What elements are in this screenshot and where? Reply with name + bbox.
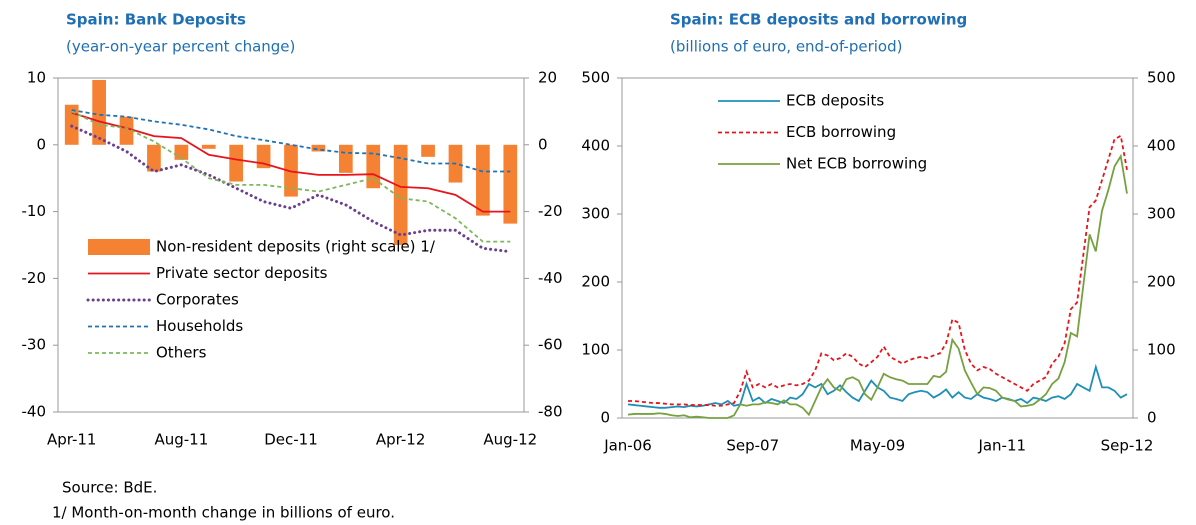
x-tick-label: May-09 (850, 437, 905, 455)
bar (201, 144, 216, 149)
legend-label: Others (156, 344, 207, 362)
legend-label: ECB borrowing (786, 123, 896, 141)
legend-swatch (88, 239, 150, 255)
y2-tick-label: -40 (538, 269, 563, 287)
line (71, 110, 511, 243)
x-tick-label: Jan-11 (977, 437, 1026, 455)
source-note: Source: BdE. (62, 479, 157, 497)
x-tick-label: Apr-12 (376, 431, 426, 449)
y-tick-label: -40 (22, 403, 47, 421)
bar (311, 144, 326, 152)
y-tick-label: 500 (581, 69, 610, 87)
legend-label: Private sector deposits (156, 264, 328, 282)
y-tick-label: 400 (581, 137, 610, 155)
x-tick-label: Apr-11 (47, 431, 97, 449)
chart-title: Spain: Bank Deposits (66, 11, 246, 29)
y-tick-label: 0 (600, 409, 610, 427)
y-tick-label: 300 (581, 205, 610, 223)
legend-label: Net ECB borrowing (786, 155, 927, 173)
y2-tick-label: -80 (538, 403, 563, 421)
y-tick-label: -30 (22, 336, 47, 354)
bar (366, 144, 381, 189)
y-tick-label: 10 (27, 69, 46, 87)
plot-frame (621, 77, 1134, 419)
plot-frame (57, 77, 525, 413)
y-tick-label: 200 (581, 273, 610, 291)
y-tick-label: -20 (22, 269, 47, 287)
y2-tick-label: 100 (1147, 341, 1176, 359)
y2-tick-label: 0 (1147, 409, 1157, 427)
bar (92, 80, 106, 145)
y2-tick-label: -20 (538, 202, 563, 220)
line (71, 109, 511, 173)
chart-subtitle: (billions of euro, end-of-period) (670, 38, 902, 56)
x-tick-label: Aug-12 (483, 431, 537, 449)
y2-tick-label: 400 (1147, 137, 1176, 155)
y2-tick-label: 200 (1147, 273, 1176, 291)
line (71, 111, 511, 213)
x-tick-label: Jan-06 (603, 437, 652, 455)
line (70, 124, 512, 254)
chart-subtitle: (year-on-year percent change) (66, 38, 295, 56)
y2-tick-label: 300 (1147, 205, 1176, 223)
legend-label: Corporates (156, 291, 239, 309)
bar (147, 144, 161, 172)
bar (174, 144, 189, 160)
legend-label: Households (156, 317, 243, 335)
legend-label: Non-resident deposits (right scale) 1/ (156, 238, 436, 256)
bar (338, 144, 353, 173)
x-tick-label: Aug-11 (154, 431, 208, 449)
footnote: 1/ Month-on-month change in billions of … (52, 504, 395, 522)
bar (503, 144, 518, 224)
line (628, 134, 1128, 407)
y2-tick-label: 20 (538, 69, 557, 87)
x-tick-label: Sep-12 (1101, 437, 1154, 455)
chart-title: Spain: ECB deposits and borrowing (670, 11, 967, 29)
bar (119, 116, 134, 145)
y2-tick-label: 500 (1147, 69, 1176, 87)
y-tick-label: 100 (581, 341, 610, 359)
bar (393, 144, 408, 245)
bar (421, 144, 435, 157)
y2-tick-label: 0 (538, 135, 548, 153)
bar (229, 144, 244, 182)
y2-tick-label: -60 (538, 336, 563, 354)
y-tick-label: 0 (36, 135, 46, 153)
x-tick-label: Sep-07 (726, 437, 779, 455)
legend-label: ECB deposits (786, 92, 884, 110)
x-tick-label: Dec-11 (264, 431, 318, 449)
bar (476, 144, 490, 216)
y-tick-label: -10 (22, 202, 47, 220)
line (627, 153, 1128, 419)
